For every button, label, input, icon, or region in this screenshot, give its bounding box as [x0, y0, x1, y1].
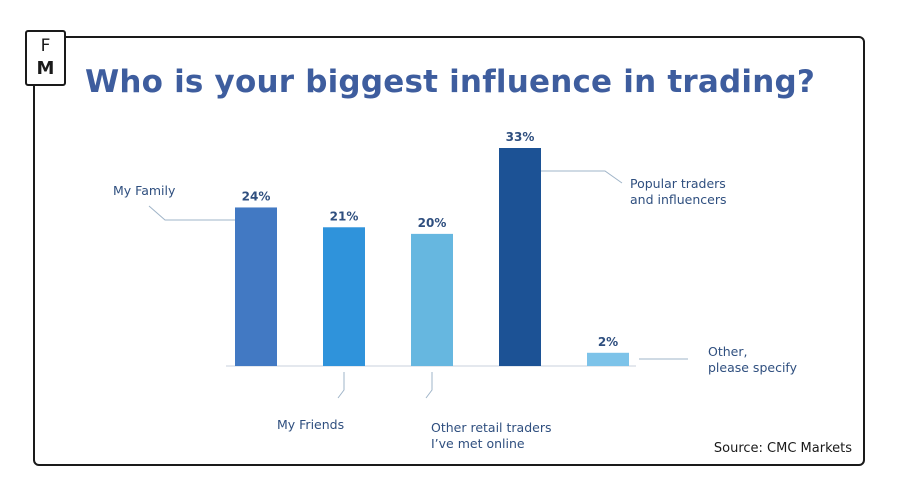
- category-label-3: Other retail traders I’ve met online: [431, 420, 551, 451]
- leader-line-1: [148, 205, 235, 221]
- category-label-1: My Family: [113, 183, 176, 198]
- leader-line-3: [425, 372, 433, 399]
- category-label-2: My Friends: [277, 417, 344, 432]
- logo-letter-f: F: [40, 36, 51, 56]
- bar-value-label-1: 24%: [242, 189, 271, 203]
- bar-5: [587, 352, 629, 366]
- bar-value-label-5: 2%: [598, 335, 618, 349]
- category-label-5: Other, please specify: [708, 344, 798, 375]
- logo-letter-m: M: [36, 58, 55, 79]
- bar-3: [411, 233, 453, 366]
- chart-frame: [33, 36, 865, 466]
- bar-1: [235, 207, 277, 366]
- category-label-4: Popular traders and influencers: [630, 176, 727, 207]
- bar-value-label-3: 20%: [418, 216, 447, 230]
- leader-line-4: [541, 170, 623, 184]
- bar-value-label-2: 21%: [330, 209, 359, 223]
- fm-logo: F M: [25, 30, 66, 86]
- source-note: Source: CMC Markets: [713, 441, 852, 456]
- bar-4: [499, 148, 541, 366]
- leader-line-2: [337, 372, 345, 399]
- bar-2: [323, 227, 365, 366]
- chart-title: Who is your biggest influence in trading…: [84, 64, 816, 100]
- bar-value-label-4: 33%: [506, 130, 535, 144]
